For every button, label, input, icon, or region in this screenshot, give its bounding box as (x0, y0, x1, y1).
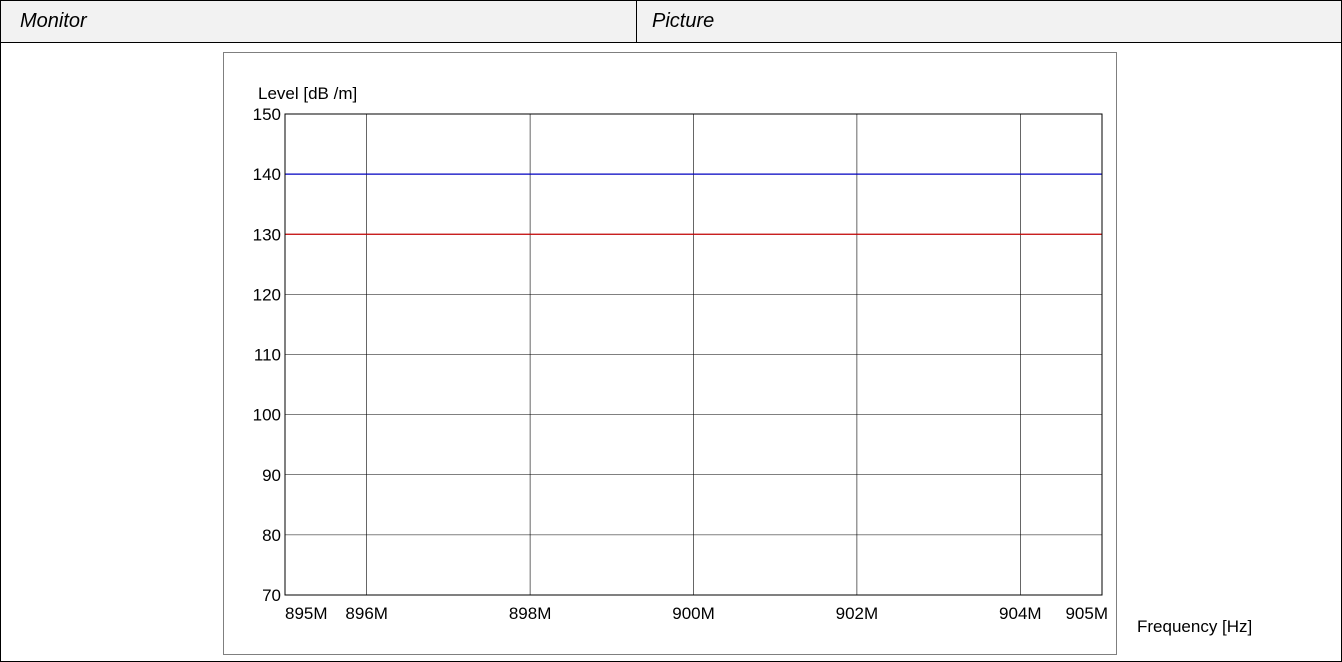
header-picture-label: Picture (652, 10, 715, 32)
x-tick-label: 896M (345, 604, 388, 623)
grid-layer (285, 114, 1102, 595)
label-layer: 70 80 90 100 110 120 130 140 150 895M 896M 898M 900M… (253, 105, 1108, 623)
y-tick-label: 90 (262, 466, 281, 485)
plot-border (284, 113, 1103, 596)
y-tick-label: 110 (254, 346, 281, 365)
y-tick-label: 80 (262, 526, 281, 545)
x-tick-label: 902M (836, 604, 879, 623)
header-monitor-label: Monitor (20, 10, 87, 32)
y-tick-label: 120 (253, 285, 281, 304)
series-layer (285, 173, 1102, 235)
y-tick-label: 100 (253, 406, 281, 425)
y-tick-label: 150 (253, 105, 281, 124)
x-tick-label: 900M (672, 604, 715, 623)
y-tick-label: 130 (253, 225, 281, 244)
header-row: Monitor Picture (1, 1, 1341, 43)
x-tick-label: 895M (285, 604, 328, 623)
y-tick-label: 70 (262, 586, 281, 605)
x-tick-label: 905M (1065, 604, 1108, 623)
header-divider (636, 1, 637, 42)
x-axis-title: Frequency [Hz] (1137, 617, 1252, 636)
y-axis-title: Level [dB /m] (258, 84, 357, 103)
x-tick-label: 904M (999, 604, 1042, 623)
x-tick-label: 898M (509, 604, 552, 623)
chart-frame (223, 52, 1117, 655)
y-tick-label: 140 (253, 165, 281, 184)
